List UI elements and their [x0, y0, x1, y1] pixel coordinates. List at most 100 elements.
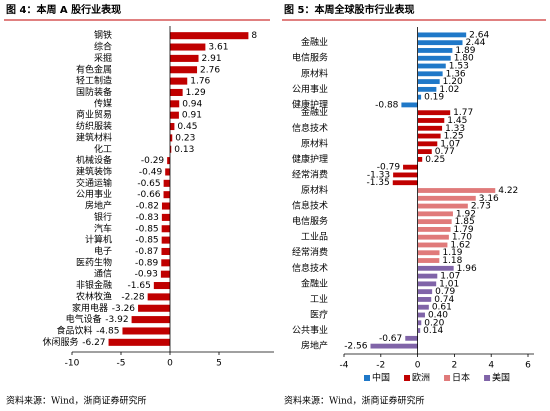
- value-label: -0.89: [135, 258, 159, 268]
- value-label: 0.40: [428, 310, 448, 320]
- value-label: 1.89: [455, 46, 475, 56]
- x-tick-label: -5: [117, 359, 126, 369]
- bar: [147, 293, 170, 301]
- value-label: -0.87: [135, 247, 158, 257]
- bar: [417, 211, 453, 217]
- bar: [403, 164, 418, 170]
- bar: [401, 102, 418, 108]
- bar: [417, 48, 453, 53]
- bar: [167, 157, 170, 165]
- value-label: -0.66: [137, 190, 161, 200]
- category-label: 电气设备: [66, 313, 102, 325]
- bar: [170, 77, 188, 85]
- bar: [170, 43, 206, 51]
- category-label: 金融业: [301, 106, 328, 118]
- value-label: 1.33: [445, 124, 465, 134]
- chart-title: 图 4：本周 A 股行业表现: [6, 3, 121, 16]
- bar: [417, 328, 421, 333]
- x-tick-label: -10: [65, 359, 80, 369]
- bar: [417, 133, 441, 139]
- bar: [417, 141, 438, 147]
- value-label: 2.91: [202, 54, 222, 64]
- value-label: 1.53: [449, 62, 469, 72]
- category-label: 传媒: [94, 97, 112, 109]
- bar: [417, 94, 422, 100]
- bar: [170, 111, 179, 119]
- bar: [417, 195, 476, 201]
- category-label: 休闲服务: [43, 336, 79, 348]
- bar: [417, 297, 432, 302]
- bar: [417, 304, 429, 310]
- value-label: 8: [251, 31, 257, 41]
- value-label: -1.35: [366, 178, 389, 188]
- value-label: 0.25: [425, 155, 445, 165]
- bar: [161, 225, 170, 233]
- x-tick-label: 0: [415, 361, 421, 371]
- value-label: -0.29: [141, 156, 165, 166]
- value-label: -0.49: [139, 167, 163, 177]
- value-label: -0.65: [137, 179, 160, 189]
- bar: [417, 281, 437, 287]
- category-label: 银行: [94, 211, 112, 223]
- bar: [393, 172, 418, 178]
- category-label: 医疗: [310, 308, 328, 320]
- value-label: 3.16: [479, 194, 499, 204]
- bar: [170, 88, 183, 96]
- legend-label: 中国: [372, 372, 390, 384]
- value-label: -0.67: [379, 334, 402, 344]
- bar: [417, 55, 451, 61]
- category-label: 电信服务: [292, 52, 328, 64]
- bar: [417, 250, 440, 256]
- bar: [108, 338, 170, 346]
- value-label: -0.88: [375, 100, 399, 110]
- category-label: 机械设备: [76, 154, 112, 166]
- value-label: -1.65: [128, 281, 151, 291]
- value-label: 0.91: [182, 111, 202, 121]
- value-label: 1.70: [452, 233, 472, 243]
- category-label: 轻工制造: [76, 75, 112, 87]
- bar: [417, 312, 425, 318]
- x-tick-label: 2: [452, 361, 458, 371]
- value-label: 4.22: [498, 186, 518, 196]
- value-label: 1.76: [190, 77, 210, 87]
- bar: [170, 66, 198, 74]
- bar: [417, 203, 468, 209]
- bar: [417, 234, 449, 240]
- value-label: 3.61: [208, 43, 228, 53]
- bar: [417, 110, 451, 116]
- category-label: 公共事业: [292, 324, 328, 336]
- value-label: 1.07: [440, 139, 460, 149]
- x-tick-label: 0: [167, 359, 173, 369]
- bar: [170, 32, 249, 40]
- category-label: 非银金融: [76, 279, 112, 291]
- bar: [417, 125, 443, 131]
- bar: [163, 179, 170, 187]
- category-label: 国防装备: [76, 86, 112, 98]
- value-label: 0.94: [182, 99, 202, 109]
- value-label: 2.76: [200, 65, 220, 75]
- bar: [417, 79, 440, 84]
- value-label: 0.79: [435, 287, 455, 297]
- category-label: 信息技术: [292, 262, 328, 274]
- value-label: -4.85: [96, 326, 119, 336]
- value-label: -1.33: [367, 170, 390, 180]
- bar: [161, 202, 170, 210]
- value-label: 0.20: [424, 318, 444, 328]
- bar: [170, 100, 180, 108]
- bar: [417, 149, 432, 155]
- category-label: 建筑材料: [76, 131, 112, 143]
- bar: [161, 236, 170, 244]
- value-label: 2.64: [469, 30, 489, 40]
- x-tick-label: 5: [216, 359, 222, 369]
- legend-swatch: [444, 375, 451, 381]
- bar: [405, 335, 418, 341]
- bar: [417, 320, 422, 326]
- category-label: 医药生物: [76, 256, 112, 268]
- category-label: 计算机: [85, 234, 112, 246]
- legend-label: 日本: [452, 372, 470, 384]
- value-label: 0.19: [424, 93, 444, 103]
- value-label: -0.83: [136, 213, 159, 223]
- bar: [417, 258, 440, 263]
- bar: [417, 188, 496, 193]
